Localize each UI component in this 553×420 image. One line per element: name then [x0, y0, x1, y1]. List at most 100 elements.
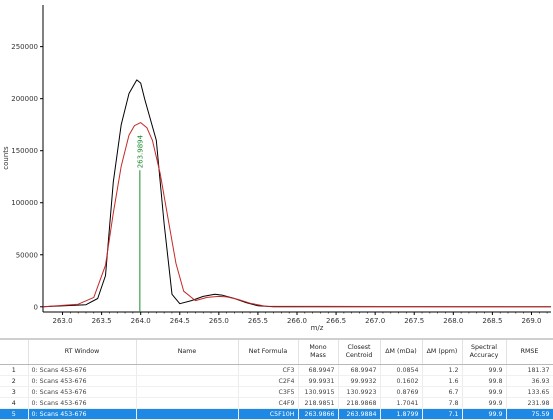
x-tick-label: 266.5: [326, 317, 346, 325]
cell-name: [136, 397, 239, 409]
cell-rmse: 75.59: [506, 408, 553, 420]
plot-frame: [42, 5, 551, 313]
cell-rt: 0: Scans 453-676: [28, 408, 137, 420]
centroid-mass-label: 263.9894: [136, 134, 144, 168]
column-header[interactable]: [0, 340, 29, 365]
column-header[interactable]: ΔM (ppm): [422, 340, 463, 365]
cell-name: [136, 375, 239, 387]
x-tick-label: 269.0: [521, 317, 541, 325]
column-header-label: Mono: [309, 344, 327, 351]
cell-closest: 99.9932: [338, 375, 381, 387]
x-tick-label: 264.5: [170, 317, 190, 325]
table-row[interactable]: 2 0: Scans 453-676 C2F4 99.9931 99.9932 0.160…: [0, 375, 553, 387]
cell-formula: C2F4: [238, 375, 299, 387]
table-header-row: RT Window Name Net Formula Mono Mass Closest C…: [0, 340, 553, 365]
table-body: 1 0: Scans 453-676 CF3 68.9947 68.9947 0.0854…: [0, 364, 553, 420]
y-tick-label: 250000: [11, 43, 38, 51]
x-tick-label: 265.5: [248, 317, 268, 325]
y-tick-label: 100000: [11, 199, 38, 207]
cell-dm-mda: 0.8769: [380, 386, 423, 398]
column-header-label: Spectral: [471, 344, 497, 351]
column-header-label: ΔM (mDa): [385, 348, 417, 355]
table-row[interactable]: 1 0: Scans 453-676 CF3 68.9947 68.9947 0.0854…: [0, 364, 553, 376]
column-header-label: Name: [177, 348, 197, 355]
column-header-label: Centroid: [345, 352, 373, 359]
cell-mono: 263.9866: [298, 408, 339, 420]
cell-formula: C3F5: [238, 386, 299, 398]
cell-rmse: 36.93: [506, 375, 553, 387]
cell-spec: 99.8: [462, 375, 507, 387]
cell-idx: 1: [0, 364, 29, 376]
cell-name: [136, 386, 239, 398]
y-tick-label: 200000: [11, 95, 38, 103]
x-tick-label: 265.0: [209, 317, 229, 325]
series-layer: [42, 79, 552, 308]
cell-dm-ppm: 6.7: [422, 386, 463, 398]
cell-closest: 130.9923: [338, 386, 381, 398]
column-header[interactable]: Net Formula: [238, 340, 299, 365]
x-tick-label: 268.0: [443, 317, 463, 325]
cell-mono: 130.9915: [298, 386, 339, 398]
measured-spectrum-line: [42, 79, 551, 308]
cell-dm-ppm: 7.8: [422, 397, 463, 409]
x-tick-label: 266.0: [287, 317, 307, 325]
cell-formula: C5F10H: [238, 408, 299, 420]
spectrum-chart[interactable]: 0 50000 100000 150000 200000 250000 263.0 263.…: [0, 0, 553, 340]
cell-spec: 99.9: [462, 408, 507, 420]
cell-rt: 0: Scans 453-676: [28, 364, 137, 376]
column-header-label: Closest: [347, 344, 371, 351]
cell-spec: 99.9: [462, 364, 507, 376]
cell-rt: 0: Scans 453-676: [28, 397, 137, 409]
x-axis-ticks: 263.0 263.5 264.0 264.5 265.0 265.5 266.0 266.5…: [53, 312, 548, 325]
theoretical-isotope-line: [42, 122, 552, 308]
y-axis-ticks: 0 50000 100000 150000 200000 250000: [11, 43, 43, 311]
cell-mono: 99.9931: [298, 375, 339, 387]
table-row[interactable]: 3 0: Scans 453-676 C3F5 130.9915 130.9923 0.8…: [0, 386, 553, 398]
table-row[interactable]: 4 0: Scans 453-676 C4F9 218.9851 218.9868 1.7…: [0, 397, 553, 409]
cell-dm-ppm: 1.2: [422, 364, 463, 376]
column-header-label: ΔM (ppm): [426, 348, 458, 355]
x-axis-title: m/z: [311, 324, 324, 332]
cell-spec: 99.9: [462, 397, 507, 409]
cell-idx: 3: [0, 386, 29, 398]
column-header-label: Accuracy: [469, 352, 499, 359]
cell-rt: 0: Scans 453-676: [28, 375, 137, 387]
cell-dm-mda: 1.8799: [380, 408, 423, 420]
column-header-label: Mass: [310, 352, 326, 359]
cell-name: [136, 408, 239, 420]
column-header[interactable]: RT Window: [28, 340, 137, 365]
cell-spec: 99.9: [462, 386, 507, 398]
cell-closest: 68.9947: [338, 364, 381, 376]
cell-dm-mda: 0.0854: [380, 364, 423, 376]
x-tick-label: 267.0: [365, 317, 385, 325]
cell-mono: 218.9851: [298, 397, 339, 409]
cell-closest: 263.9884: [338, 408, 381, 420]
cell-name: [136, 364, 239, 376]
cell-formula: CF3: [238, 364, 299, 376]
annotation-layer: 263.9894: [136, 134, 144, 312]
cell-mono: 68.9947: [298, 364, 339, 376]
cell-dm-ppm: 7.1: [422, 408, 463, 420]
x-tick-label: 264.0: [131, 317, 151, 325]
cell-rmse: 181.37: [506, 364, 553, 376]
y-tick-label: 150000: [11, 147, 38, 155]
x-tick-label: 267.5: [404, 317, 424, 325]
column-header[interactable]: Name: [136, 340, 239, 365]
cell-rt: 0: Scans 453-676: [28, 386, 137, 398]
column-header[interactable]: ΔM (mDa): [380, 340, 423, 365]
column-header[interactable]: Spectral Accuracy: [462, 340, 507, 365]
x-tick-label: 268.5: [482, 317, 502, 325]
column-header[interactable]: Closest Centroid: [338, 340, 381, 365]
table-row[interactable]: 5 0: Scans 453-676 C5F10H 263.9866 263.9884 1…: [0, 408, 553, 420]
y-tick-label: 50000: [16, 251, 38, 259]
cell-closest: 218.9868: [338, 397, 381, 409]
column-header[interactable]: Mono Mass: [298, 340, 339, 365]
cell-rmse: 231.98: [506, 397, 553, 409]
y-tick-label: 0: [34, 303, 38, 311]
formula-results-table: RT Window Name Net Formula Mono Mass Closest C…: [0, 340, 553, 420]
pane-splitter[interactable]: [0, 338, 553, 340]
column-header[interactable]: RMSE: [506, 340, 553, 365]
y-axis-title: counts: [2, 146, 10, 170]
cell-rmse: 133.65: [506, 386, 553, 398]
